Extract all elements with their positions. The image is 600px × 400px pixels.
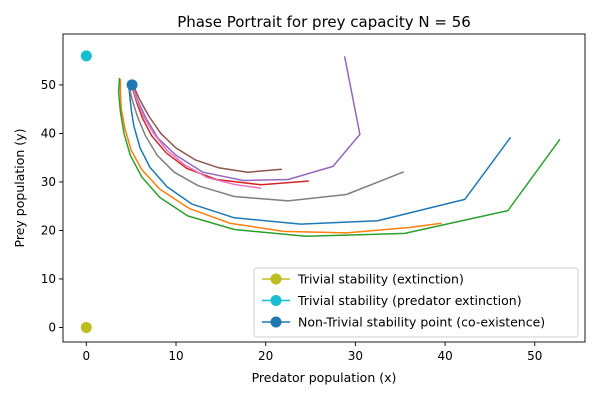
x-axis-label: Predator population (x) bbox=[252, 370, 397, 385]
legend-box bbox=[253, 267, 579, 338]
chart-title: Phase Portrait for prey capacity N = 56 bbox=[177, 13, 471, 31]
equilibrium-markers bbox=[80, 50, 138, 333]
trajectories-group bbox=[117, 56, 561, 238]
trajectory-line-7 bbox=[130, 80, 262, 189]
legend: Trivial stability (extinction) Trivial st… bbox=[253, 267, 579, 338]
x-tick-label: 50 bbox=[527, 349, 542, 363]
y-axis-ticks: 0 10 20 30 40 50 bbox=[41, 78, 63, 334]
x-axis-ticks: 0 10 20 30 40 50 bbox=[82, 342, 542, 363]
legend-label: Non-Trivial stability point (co-existenc… bbox=[298, 315, 545, 330]
x-tick-label: 20 bbox=[258, 349, 273, 363]
legend-label: Trivial stability (predator extinction) bbox=[297, 293, 522, 308]
y-tick-label: 10 bbox=[41, 272, 56, 286]
y-tick-label: 50 bbox=[41, 78, 56, 92]
legend-marker bbox=[270, 273, 282, 285]
legend-marker bbox=[270, 295, 282, 306]
trajectory-line-3 bbox=[117, 78, 561, 238]
x-tick-label: 40 bbox=[437, 349, 452, 363]
y-axis-label: Prey population (y) bbox=[12, 129, 27, 248]
x-tick-label: 0 bbox=[82, 349, 90, 363]
trajectory-line-5 bbox=[130, 56, 361, 182]
legend-label: Trivial stability (extinction) bbox=[297, 272, 464, 287]
extinction-point bbox=[80, 321, 92, 333]
legend-marker bbox=[270, 316, 282, 328]
y-tick-label: 20 bbox=[41, 223, 56, 237]
plot-frame bbox=[62, 33, 586, 343]
trajectory-line-8 bbox=[127, 80, 405, 202]
x-tick-label: 30 bbox=[348, 349, 363, 363]
predator-extinction-point bbox=[80, 50, 92, 62]
trajectory-line-1 bbox=[127, 80, 512, 225]
x-tick-label: 10 bbox=[168, 349, 183, 363]
trajectory-line-2 bbox=[119, 79, 442, 234]
y-tick-label: 40 bbox=[41, 126, 56, 140]
y-tick-label: 0 bbox=[48, 320, 56, 334]
y-tick-label: 30 bbox=[41, 175, 56, 189]
coexistence-point bbox=[126, 79, 138, 91]
trajectory-line-6 bbox=[131, 81, 282, 173]
